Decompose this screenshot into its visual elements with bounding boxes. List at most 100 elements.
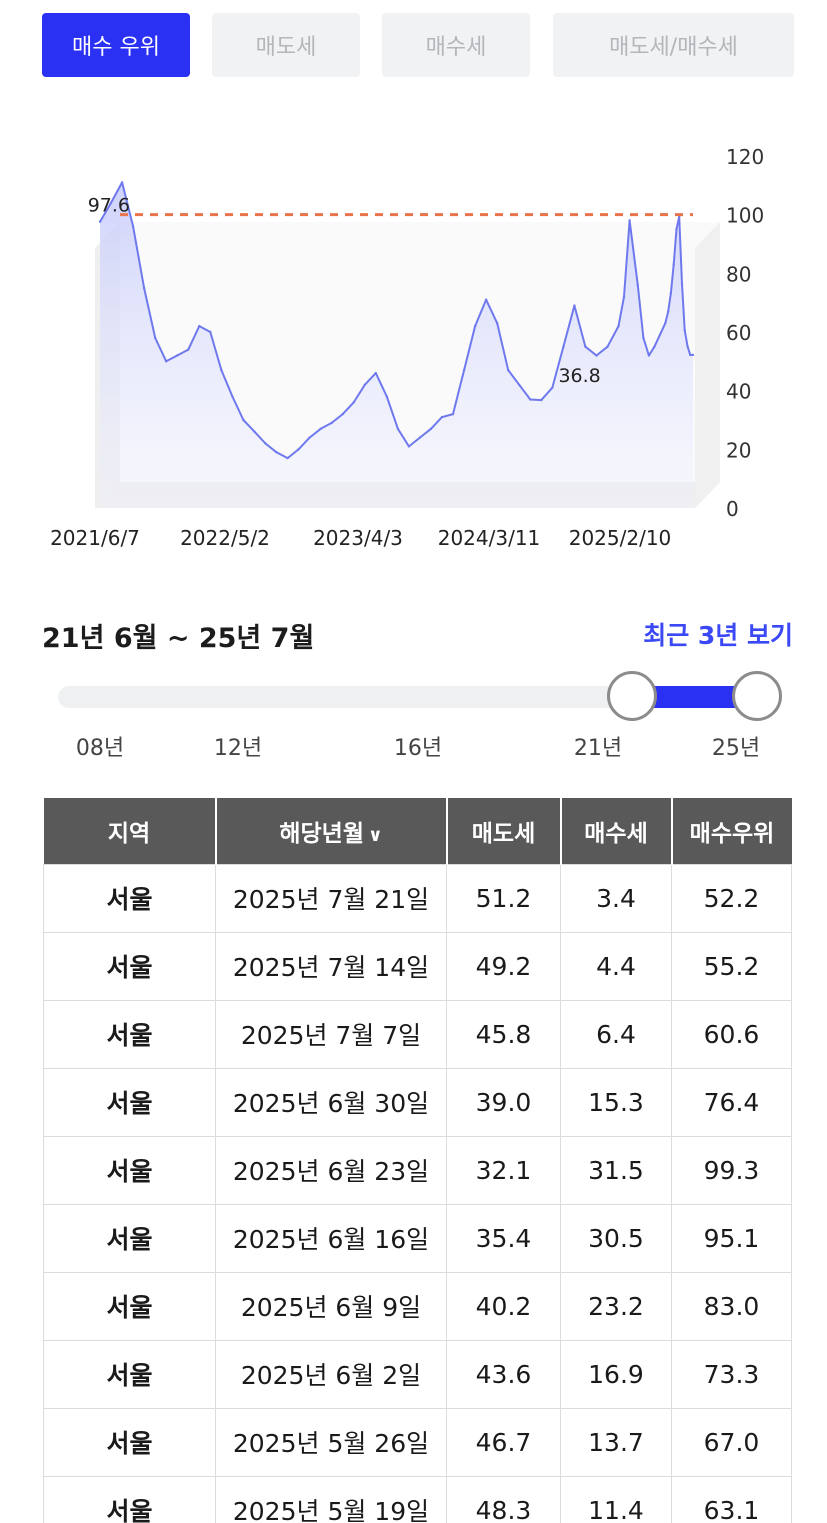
- cell-selling: 51.2: [446, 863, 561, 933]
- data-point: [319, 427, 322, 430]
- data-point: [658, 333, 662, 337]
- table-row: 서울 2025년 6월 16일 35.4 30.5 95.1: [43, 1203, 792, 1273]
- cell-dominance: 55.2: [671, 931, 792, 1001]
- cell-date: 2025년 6월 23일: [215, 1135, 447, 1205]
- cell-buying: 6.4: [560, 999, 672, 1069]
- cell-selling: 35.4: [446, 1203, 561, 1273]
- data-point: [496, 322, 499, 325]
- slider-end-handle[interactable]: [732, 671, 782, 721]
- data-point: [220, 368, 223, 372]
- cell-region: 서울: [43, 1067, 216, 1137]
- cell-buying: 30.5: [560, 1203, 672, 1273]
- tab-buyer-dominance[interactable]: 매수 우위: [42, 13, 190, 77]
- x-tick-label: 2023/4/3: [313, 526, 403, 550]
- table-row: 서울 2025년 7월 14일 49.2 4.4 55.2: [43, 931, 792, 1001]
- data-point: [675, 227, 678, 231]
- slider-track[interactable]: [58, 686, 773, 708]
- cell-date: 2025년 5월 26일: [215, 1407, 447, 1477]
- slider-start-handle[interactable]: [607, 671, 657, 721]
- tab-buying-pressure[interactable]: 매수세: [382, 13, 530, 77]
- cell-date: 2025년 7월 21일: [215, 863, 447, 933]
- data-point: [484, 298, 488, 301]
- area-chart: 0 20 40 60 80 100 120 2021/6/7 2022/5/2 2023/4/3 2…: [50, 145, 764, 550]
- cell-region: 서울: [43, 931, 216, 1001]
- cell-selling: 40.2: [446, 1271, 561, 1341]
- cell-date: 2025년 6월 30일: [215, 1067, 447, 1137]
- data-point: [429, 427, 433, 430]
- series-area: [100, 182, 693, 508]
- cell-region: 서울: [43, 863, 216, 933]
- data-point: [689, 353, 692, 357]
- data-point: [98, 220, 102, 223]
- data-point: [352, 401, 355, 404]
- cell-dominance: 83.0: [671, 1271, 792, 1341]
- cell-date: 2025년 5월 19일: [215, 1475, 447, 1523]
- data-point: [551, 386, 554, 389]
- data-point: [275, 451, 278, 454]
- data-point: [540, 398, 543, 402]
- annotation-label: 97.6: [88, 195, 130, 217]
- cell-buying: 23.2: [560, 1271, 672, 1341]
- y-tick-label: 120: [726, 145, 764, 169]
- data-point: [297, 448, 300, 451]
- chart-area: 0 20 40 60 80 100 120 2021/6/7 2022/5/2 2023/4/3 2…: [0, 110, 827, 570]
- y-tick-label: 100: [726, 204, 764, 228]
- data-point: [562, 345, 565, 348]
- data-point: [120, 181, 124, 184]
- table-row: 서울 2025년 6월 30일 39.0 15.3 76.4: [43, 1067, 792, 1137]
- header-buying: 매수세: [559, 798, 672, 864]
- data-point: [518, 383, 521, 386]
- data-point: [683, 329, 686, 332]
- data-point: [109, 201, 113, 205]
- recent-3-years-link[interactable]: 최근 3년 보기: [643, 621, 793, 650]
- data-point: [253, 430, 256, 433]
- chart-frame-right-wall: [695, 222, 720, 508]
- cell-dominance: 63.1: [671, 1475, 792, 1523]
- cell-region: 서울: [43, 999, 216, 1069]
- cell-buying: 13.7: [560, 1407, 672, 1477]
- data-point: [396, 427, 400, 430]
- cell-selling: 32.1: [446, 1135, 561, 1205]
- cell-dominance: 52.2: [671, 863, 792, 933]
- x-tick-label: 2025/2/10: [569, 526, 672, 550]
- slider-selected-range: [632, 686, 757, 708]
- data-point: [363, 383, 366, 386]
- cell-buying: 31.5: [560, 1135, 672, 1205]
- y-tick-label: 60: [726, 321, 751, 345]
- header-date[interactable]: 해당년월 ∨: [214, 798, 447, 864]
- data-point: [418, 436, 422, 439]
- plot-layer: 0 20 40 60 80 100 120 2021/6/7 2022/5/2 2023/4/3 2…: [50, 145, 764, 550]
- cell-date: 2025년 7월 7일: [215, 999, 447, 1069]
- table-row: 서울 2025년 6월 2일 43.6 16.9 73.3: [43, 1339, 792, 1409]
- cell-dominance: 73.3: [671, 1339, 792, 1409]
- y-tick-label: 20: [726, 438, 751, 462]
- data-point: [341, 412, 344, 416]
- cell-region: 서울: [43, 1475, 216, 1523]
- cell-dominance: 99.3: [671, 1135, 792, 1205]
- header-date-label: 해당년월: [279, 820, 364, 847]
- slider-tick-label: 25년: [711, 736, 761, 761]
- sort-chevron-icon[interactable]: ∨: [368, 824, 383, 846]
- cell-selling: 39.0: [446, 1067, 561, 1137]
- cell-selling: 48.3: [446, 1475, 561, 1523]
- cell-dominance: 76.4: [671, 1067, 792, 1137]
- cell-selling: 45.8: [446, 999, 561, 1069]
- y-tick-label: 40: [726, 380, 751, 404]
- cell-buying: 11.4: [560, 1475, 672, 1523]
- year-range-slider: 08년 12년 16년 21년 25년: [0, 670, 827, 770]
- data-point: [165, 360, 168, 363]
- table-header-row: 지역 해당년월 ∨ 매도세 매수세 매수우위: [43, 798, 792, 864]
- slider-tick-label: 12년: [213, 736, 263, 761]
- cell-buying: 3.4: [560, 863, 672, 933]
- data-point: [595, 354, 598, 357]
- tab-selling-pressure[interactable]: 매도세: [212, 13, 360, 77]
- cell-region: 서울: [43, 1203, 216, 1273]
- data-point: [622, 295, 626, 298]
- table-row: 서울 2025년 5월 26일 46.7 13.7 67.0: [43, 1407, 792, 1477]
- tab-sell-buy-ratio[interactable]: 매도세/매수세: [553, 13, 794, 77]
- cell-date: 2025년 6월 9일: [215, 1271, 447, 1341]
- cell-buying: 16.9: [560, 1339, 672, 1409]
- cell-region: 서울: [43, 1135, 216, 1205]
- cell-buying: 15.3: [560, 1067, 672, 1137]
- cell-region: 서울: [43, 1407, 216, 1477]
